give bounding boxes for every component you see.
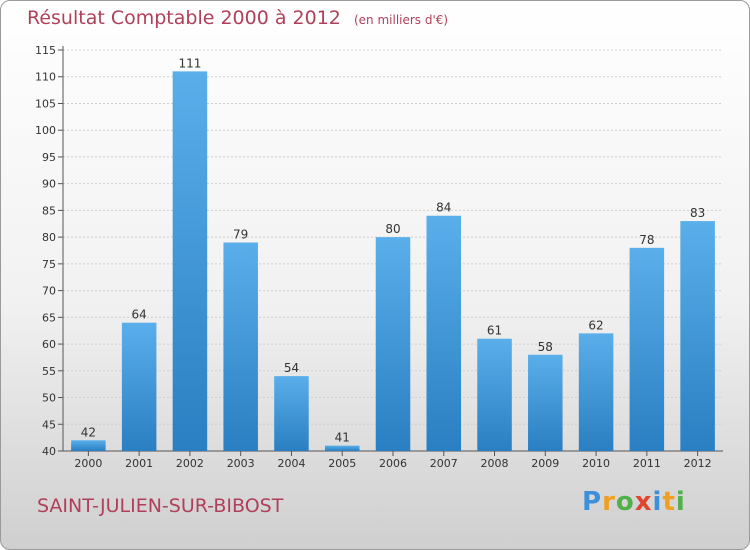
bar-value-label: 42: [81, 425, 96, 439]
y-tick-label: 60: [42, 338, 56, 351]
x-tick-label: 2012: [684, 457, 712, 470]
bar-2007: [426, 215, 462, 451]
bar-2006: [375, 237, 411, 451]
y-tick-label: 85: [42, 204, 56, 217]
x-tick-label: 2007: [430, 457, 458, 470]
y-tick-label: 40: [42, 445, 56, 458]
x-tick-label: 2001: [125, 457, 153, 470]
x-tick-label: 2006: [379, 457, 407, 470]
logo-letter: r: [602, 487, 616, 517]
bar-2005: [324, 445, 360, 451]
bar-2000: [71, 440, 106, 451]
y-tick-label: 70: [42, 285, 56, 298]
bar-value-label: 111: [178, 56, 201, 70]
y-tick-label: 80: [42, 231, 56, 244]
bar-2001: [121, 322, 157, 451]
chart-title: Résultat Comptable 2000 à 2012 (en milli…: [27, 7, 448, 29]
x-tick-label: 2011: [633, 457, 661, 470]
bar-2003: [223, 242, 258, 451]
x-tick-label: 2005: [328, 457, 356, 470]
y-tick-label: 110: [35, 71, 56, 84]
bar-value-label: 64: [132, 308, 147, 322]
chart-subtitle: (en milliers d'€): [353, 13, 449, 27]
x-tick-label: 2008: [481, 457, 509, 470]
bar-value-label: 80: [385, 222, 400, 236]
y-tick-label: 90: [42, 178, 56, 191]
y-tick-label: 95: [42, 151, 56, 164]
x-tick-label: 2000: [74, 457, 102, 470]
bar-2010: [578, 333, 614, 451]
bar-value-label: 78: [639, 233, 654, 247]
y-tick-label: 105: [35, 97, 56, 110]
chart-title-main: Résultat Comptable 2000 à 2012: [27, 7, 341, 29]
bar-value-label: 54: [284, 361, 299, 375]
bar-2002: [172, 71, 208, 452]
y-tick-label: 65: [42, 311, 56, 324]
proxiti-logo: Proxiti: [582, 487, 686, 517]
y-tick-label: 115: [35, 44, 56, 57]
logo-letter: t: [662, 487, 676, 517]
x-tick-label: 2003: [227, 457, 255, 470]
x-tick-label: 2004: [277, 457, 305, 470]
bar-value-label: 58: [538, 340, 553, 354]
bar-2004: [274, 376, 309, 451]
logo-letter: i: [652, 487, 663, 517]
bar-2012: [680, 221, 715, 451]
y-tick-label: 55: [42, 365, 56, 378]
logo-letter: o: [615, 487, 635, 517]
logo-letter: i: [675, 487, 686, 517]
logo-letter: x: [634, 487, 653, 517]
bar-2011: [629, 247, 665, 451]
bar-2009: [528, 354, 563, 451]
x-tick-label: 2010: [582, 457, 610, 470]
bar-value-label: 41: [335, 431, 350, 445]
logo-letter: P: [582, 487, 603, 517]
bar-value-label: 83: [690, 206, 705, 220]
bar-2008: [477, 338, 512, 451]
y-tick-label: 45: [42, 418, 56, 431]
bar-value-label: 61: [487, 324, 502, 338]
y-tick-label: 100: [35, 124, 56, 137]
bar-value-label: 62: [588, 318, 603, 332]
y-tick-label: 50: [42, 392, 56, 405]
x-tick-label: 2009: [531, 457, 559, 470]
bar-value-label: 79: [233, 227, 248, 241]
y-tick-label: 75: [42, 258, 56, 271]
commune-name: SAINT-JULIEN-SUR-BIBOST: [37, 495, 284, 517]
x-tick-label: 2002: [176, 457, 204, 470]
bar-value-label: 84: [436, 201, 451, 215]
